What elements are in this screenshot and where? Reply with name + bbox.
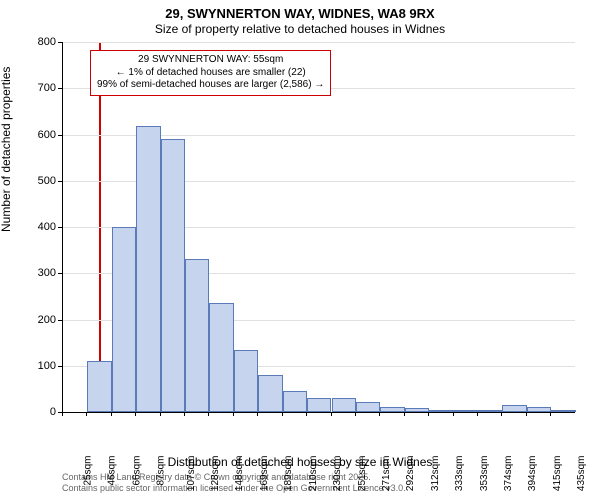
ytick-label: 200 bbox=[16, 314, 56, 326]
xtick-mark bbox=[208, 412, 209, 416]
ytick-mark bbox=[58, 88, 62, 89]
xtick-mark bbox=[86, 412, 87, 416]
xtick-mark bbox=[477, 412, 478, 416]
xtick-mark bbox=[160, 412, 161, 416]
histogram-bar bbox=[234, 350, 258, 412]
xtick-label: 210sqm bbox=[308, 456, 319, 492]
xtick-label: 312sqm bbox=[430, 456, 441, 492]
histogram-chart: 29, SWYNNERTON WAY, WIDNES, WA8 9RX Size… bbox=[0, 0, 600, 500]
histogram-bar bbox=[307, 398, 331, 412]
xtick-mark bbox=[135, 412, 136, 416]
xtick-label: 415sqm bbox=[552, 456, 563, 492]
ytick-mark bbox=[58, 135, 62, 136]
chart-title-line2: Size of property relative to detached ho… bbox=[0, 22, 600, 36]
xtick-label: 148sqm bbox=[235, 456, 246, 492]
xtick-label: 107sqm bbox=[186, 456, 197, 492]
ytick-label: 0 bbox=[16, 406, 56, 418]
histogram-bar bbox=[551, 410, 575, 412]
histogram-bar bbox=[478, 410, 502, 412]
xtick-mark bbox=[111, 412, 112, 416]
xtick-mark bbox=[526, 412, 527, 416]
xtick-mark bbox=[62, 412, 63, 416]
xtick-mark bbox=[550, 412, 551, 416]
xtick-mark bbox=[184, 412, 185, 416]
xtick-label: 87sqm bbox=[156, 456, 167, 486]
xtick-mark bbox=[233, 412, 234, 416]
xtick-mark bbox=[453, 412, 454, 416]
xtick-label: 271sqm bbox=[381, 456, 392, 492]
histogram-bar bbox=[87, 361, 111, 412]
xtick-mark bbox=[282, 412, 283, 416]
histogram-bar bbox=[429, 410, 453, 412]
histogram-bar bbox=[405, 408, 429, 412]
ytick-mark bbox=[58, 42, 62, 43]
ytick-mark bbox=[58, 273, 62, 274]
ytick-label: 600 bbox=[16, 129, 56, 141]
chart-title-line1: 29, SWYNNERTON WAY, WIDNES, WA8 9RX bbox=[0, 6, 600, 21]
ytick-mark bbox=[58, 320, 62, 321]
histogram-bar bbox=[209, 303, 233, 412]
histogram-bar bbox=[161, 139, 185, 412]
xtick-label: 230sqm bbox=[332, 456, 343, 492]
histogram-bar bbox=[502, 405, 526, 412]
histogram-bar bbox=[380, 407, 404, 412]
annotation-box: 29 SWYNNERTON WAY: 55sqm ← 1% of detache… bbox=[90, 50, 331, 96]
xtick-label: 25sqm bbox=[83, 456, 94, 486]
histogram-bar bbox=[258, 375, 282, 412]
ytick-mark bbox=[58, 366, 62, 367]
xtick-mark bbox=[306, 412, 307, 416]
ytick-label: 400 bbox=[16, 221, 56, 233]
xtick-label: 353sqm bbox=[479, 456, 490, 492]
xtick-label: 251sqm bbox=[357, 456, 368, 492]
annotation-line2: ← 1% of detached houses are smaller (22) bbox=[97, 67, 324, 80]
histogram-bar bbox=[185, 259, 209, 412]
histogram-bar bbox=[527, 407, 551, 412]
ytick-label: 700 bbox=[16, 82, 56, 94]
annotation-line1: 29 SWYNNERTON WAY: 55sqm bbox=[97, 54, 324, 67]
xtick-label: 128sqm bbox=[210, 456, 221, 492]
xtick-mark bbox=[501, 412, 502, 416]
xtick-mark bbox=[379, 412, 380, 416]
xtick-mark bbox=[355, 412, 356, 416]
gridline bbox=[63, 42, 575, 43]
histogram-bar bbox=[332, 398, 356, 412]
ytick-mark bbox=[58, 227, 62, 228]
xtick-label: 374sqm bbox=[503, 456, 514, 492]
xtick-label: 169sqm bbox=[259, 456, 270, 492]
xtick-label: 189sqm bbox=[283, 456, 294, 492]
histogram-bar bbox=[112, 227, 136, 412]
histogram-bar bbox=[136, 126, 160, 412]
xtick-label: 394sqm bbox=[527, 456, 538, 492]
xtick-label: 435sqm bbox=[576, 456, 587, 492]
xtick-label: 66sqm bbox=[131, 456, 142, 486]
xtick-mark bbox=[257, 412, 258, 416]
xtick-mark bbox=[331, 412, 332, 416]
xtick-label: 46sqm bbox=[107, 456, 118, 486]
ytick-label: 500 bbox=[16, 175, 56, 187]
ytick-label: 100 bbox=[16, 360, 56, 372]
xtick-mark bbox=[404, 412, 405, 416]
ytick-label: 300 bbox=[16, 267, 56, 279]
annotation-line3: 99% of semi-detached houses are larger (… bbox=[97, 79, 324, 92]
plot-area bbox=[62, 42, 575, 413]
xtick-mark bbox=[428, 412, 429, 416]
ytick-mark bbox=[58, 181, 62, 182]
y-axis-label: Number of detached properties bbox=[0, 67, 13, 232]
histogram-bar bbox=[283, 391, 307, 412]
histogram-bar bbox=[454, 410, 478, 412]
histogram-bar bbox=[356, 402, 380, 412]
xtick-label: 333sqm bbox=[454, 456, 465, 492]
xtick-label: 292sqm bbox=[405, 456, 416, 492]
ytick-label: 800 bbox=[16, 36, 56, 48]
